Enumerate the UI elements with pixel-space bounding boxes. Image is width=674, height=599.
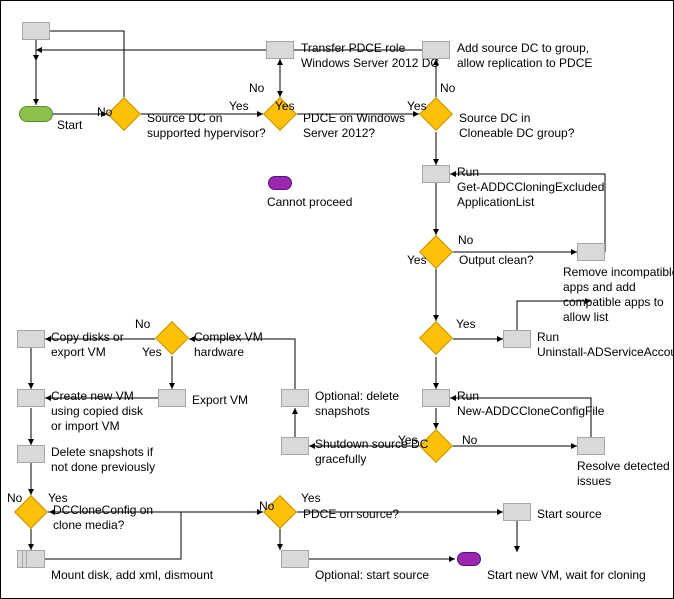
flowchart-canvas: Transfer PDCE role Windows Server 2012 D… [0, 0, 674, 599]
decision-uninstall [419, 321, 453, 355]
label-remove-apps: Remove incompatible apps and add compati… [563, 265, 674, 325]
label-run-new: Run New-ADDCCloneConfigFile [457, 389, 604, 419]
label-cannot: Cannot proceed [267, 195, 352, 210]
label-pdce-2012: PDCE on Windows Server 2012? [303, 111, 405, 141]
terminator-cannot [268, 176, 292, 190]
label-optional-start: Optional: start source [315, 568, 429, 583]
label-add-source: Add source DC to group, allow replicatio… [457, 41, 592, 71]
label-copy-disks: Copy disks or export VM [51, 330, 124, 360]
terminator-start-vm [457, 552, 481, 566]
label-optional-delete: Optional: delete snapshots [315, 389, 399, 419]
label-transfer-pdce: Transfer PDCE role Windows Server 2012 D… [301, 41, 439, 71]
proc-export-vm [158, 389, 186, 407]
proc-copy-disks [17, 330, 45, 348]
proc-remove-apps [577, 243, 605, 261]
edge-complex-no: No [135, 317, 150, 331]
edge-pdcesrc-no: No [259, 499, 274, 513]
edge-dcclone-yes: Yes [48, 491, 68, 505]
proc-run-excluded [422, 165, 450, 183]
edge-complex-yes: Yes [142, 345, 162, 359]
label-pdce-source: PDCE on source? [303, 507, 399, 522]
proc-run-uninstall [503, 330, 531, 348]
label-mount: Mount disk, add xml, dismount [51, 568, 213, 583]
label-run-uninstall: Run Uninstall-ADServiceAccount [537, 330, 674, 360]
label-dcclone: DCCloneConfig on clone media? [53, 503, 153, 533]
terminator-start [19, 106, 53, 122]
proc-transfer-pdce [266, 41, 294, 59]
edge-pdce-yes: Yes [275, 99, 295, 113]
edge-hv-yes: Yes [229, 99, 249, 113]
label-delete-snap: Delete snapshots if not done previously [51, 445, 155, 475]
label-start-source: Start source [537, 507, 602, 522]
edge-newcfg-yes: Yes [398, 433, 418, 447]
label-hypervisor: Source DC on supported hypervisor? [147, 111, 266, 141]
edge-clean-yes: Yes [407, 253, 427, 267]
label-export-vm: Export VM [192, 393, 248, 408]
proc-start-source [503, 503, 531, 521]
edge-pdce-no: No [249, 81, 264, 95]
edge-clean-no: No [458, 233, 473, 247]
proc-add-source [422, 41, 450, 59]
label-run-excluded: Run Get-ADDCCloningExcluded ApplicationL… [457, 165, 604, 210]
edge-group-yes: Yes [407, 99, 427, 113]
proc-shutdown [281, 437, 309, 455]
edge-newcfg-no: No [462, 433, 477, 447]
label-create-vm: Create new VM using copied disk or impor… [51, 389, 143, 434]
proc-create-vm [17, 389, 45, 407]
label-resolve: Resolve detected issues [577, 459, 670, 489]
edge-dcclone-no: No [7, 491, 22, 505]
label-start: Start [57, 118, 82, 133]
proc-optional-start [281, 550, 309, 568]
label-output-clean: Output clean? [459, 253, 534, 268]
proc-loop-top [22, 22, 50, 40]
edge-hv-no: No [97, 105, 112, 119]
edge-uninst-yes: Yes [456, 317, 476, 331]
proc-optional-delete [281, 389, 309, 407]
edge-pdcesrc-yes: Yes [301, 491, 321, 505]
proc-run-new [422, 389, 450, 407]
proc-resolve [577, 437, 605, 455]
storage-mount [17, 550, 45, 568]
proc-delete-snap [17, 445, 45, 463]
label-start-vm: Start new VM, wait for cloning [487, 568, 646, 583]
label-complex-hw: Complex VM hardware [194, 330, 263, 360]
label-source-group: Source DC in Cloneable DC group? [459, 111, 574, 141]
edge-group-no: No [440, 81, 455, 95]
